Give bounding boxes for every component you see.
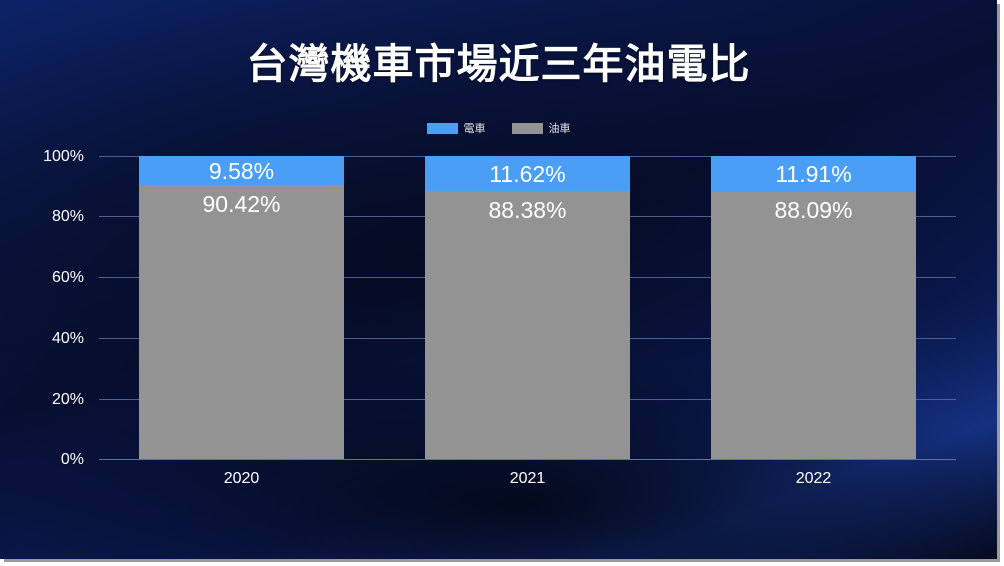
data-label-gas: 88.09% <box>774 197 853 223</box>
bar-segment-gas <box>711 192 916 459</box>
legend-label-gas: 油車 <box>548 123 571 135</box>
data-label-gas: 90.42% <box>202 191 281 217</box>
bar-2021: 11.62% 88.38% <box>425 156 630 459</box>
bar-2022: 11.91% 88.09% <box>711 156 916 459</box>
legend-swatch-ev <box>426 122 458 134</box>
data-label-ev: 11.91% <box>775 161 852 187</box>
legend-item-ev: 電車 <box>426 120 486 136</box>
y-tick-20: 20% <box>51 391 84 408</box>
data-label-ev: 11.62% <box>489 161 566 187</box>
bar-segment-ev <box>139 156 344 185</box>
y-tick-40: 40% <box>51 330 84 347</box>
legend-label-ev: 電車 <box>463 123 486 135</box>
y-tick-0: 0% <box>60 451 84 468</box>
bar-segment-ev <box>425 156 630 191</box>
bar-segment-gas <box>139 185 344 459</box>
y-tick-80: 80% <box>51 208 84 225</box>
x-tick-2022: 2022 <box>795 470 832 487</box>
bar-2020: 9.58% 90.42% <box>139 156 344 459</box>
bar-segment-ev <box>711 156 916 192</box>
x-axis-line <box>99 459 956 460</box>
x-tick-2020: 2020 <box>223 470 260 487</box>
chart-title: 台灣機車市場近三年油電比 <box>246 41 751 87</box>
legend-swatch-gas <box>511 122 543 134</box>
bar-segment-gas <box>425 191 630 459</box>
y-tick-100: 100% <box>43 148 84 165</box>
x-tick-2021: 2021 <box>509 470 546 487</box>
y-tick-60: 60% <box>51 269 84 286</box>
chart-legend: 電車 油車 <box>0 120 997 136</box>
data-label-gas: 88.38% <box>488 197 567 223</box>
legend-item-gas: 油車 <box>511 120 571 136</box>
data-label-ev: 9.58% <box>208 158 275 184</box>
